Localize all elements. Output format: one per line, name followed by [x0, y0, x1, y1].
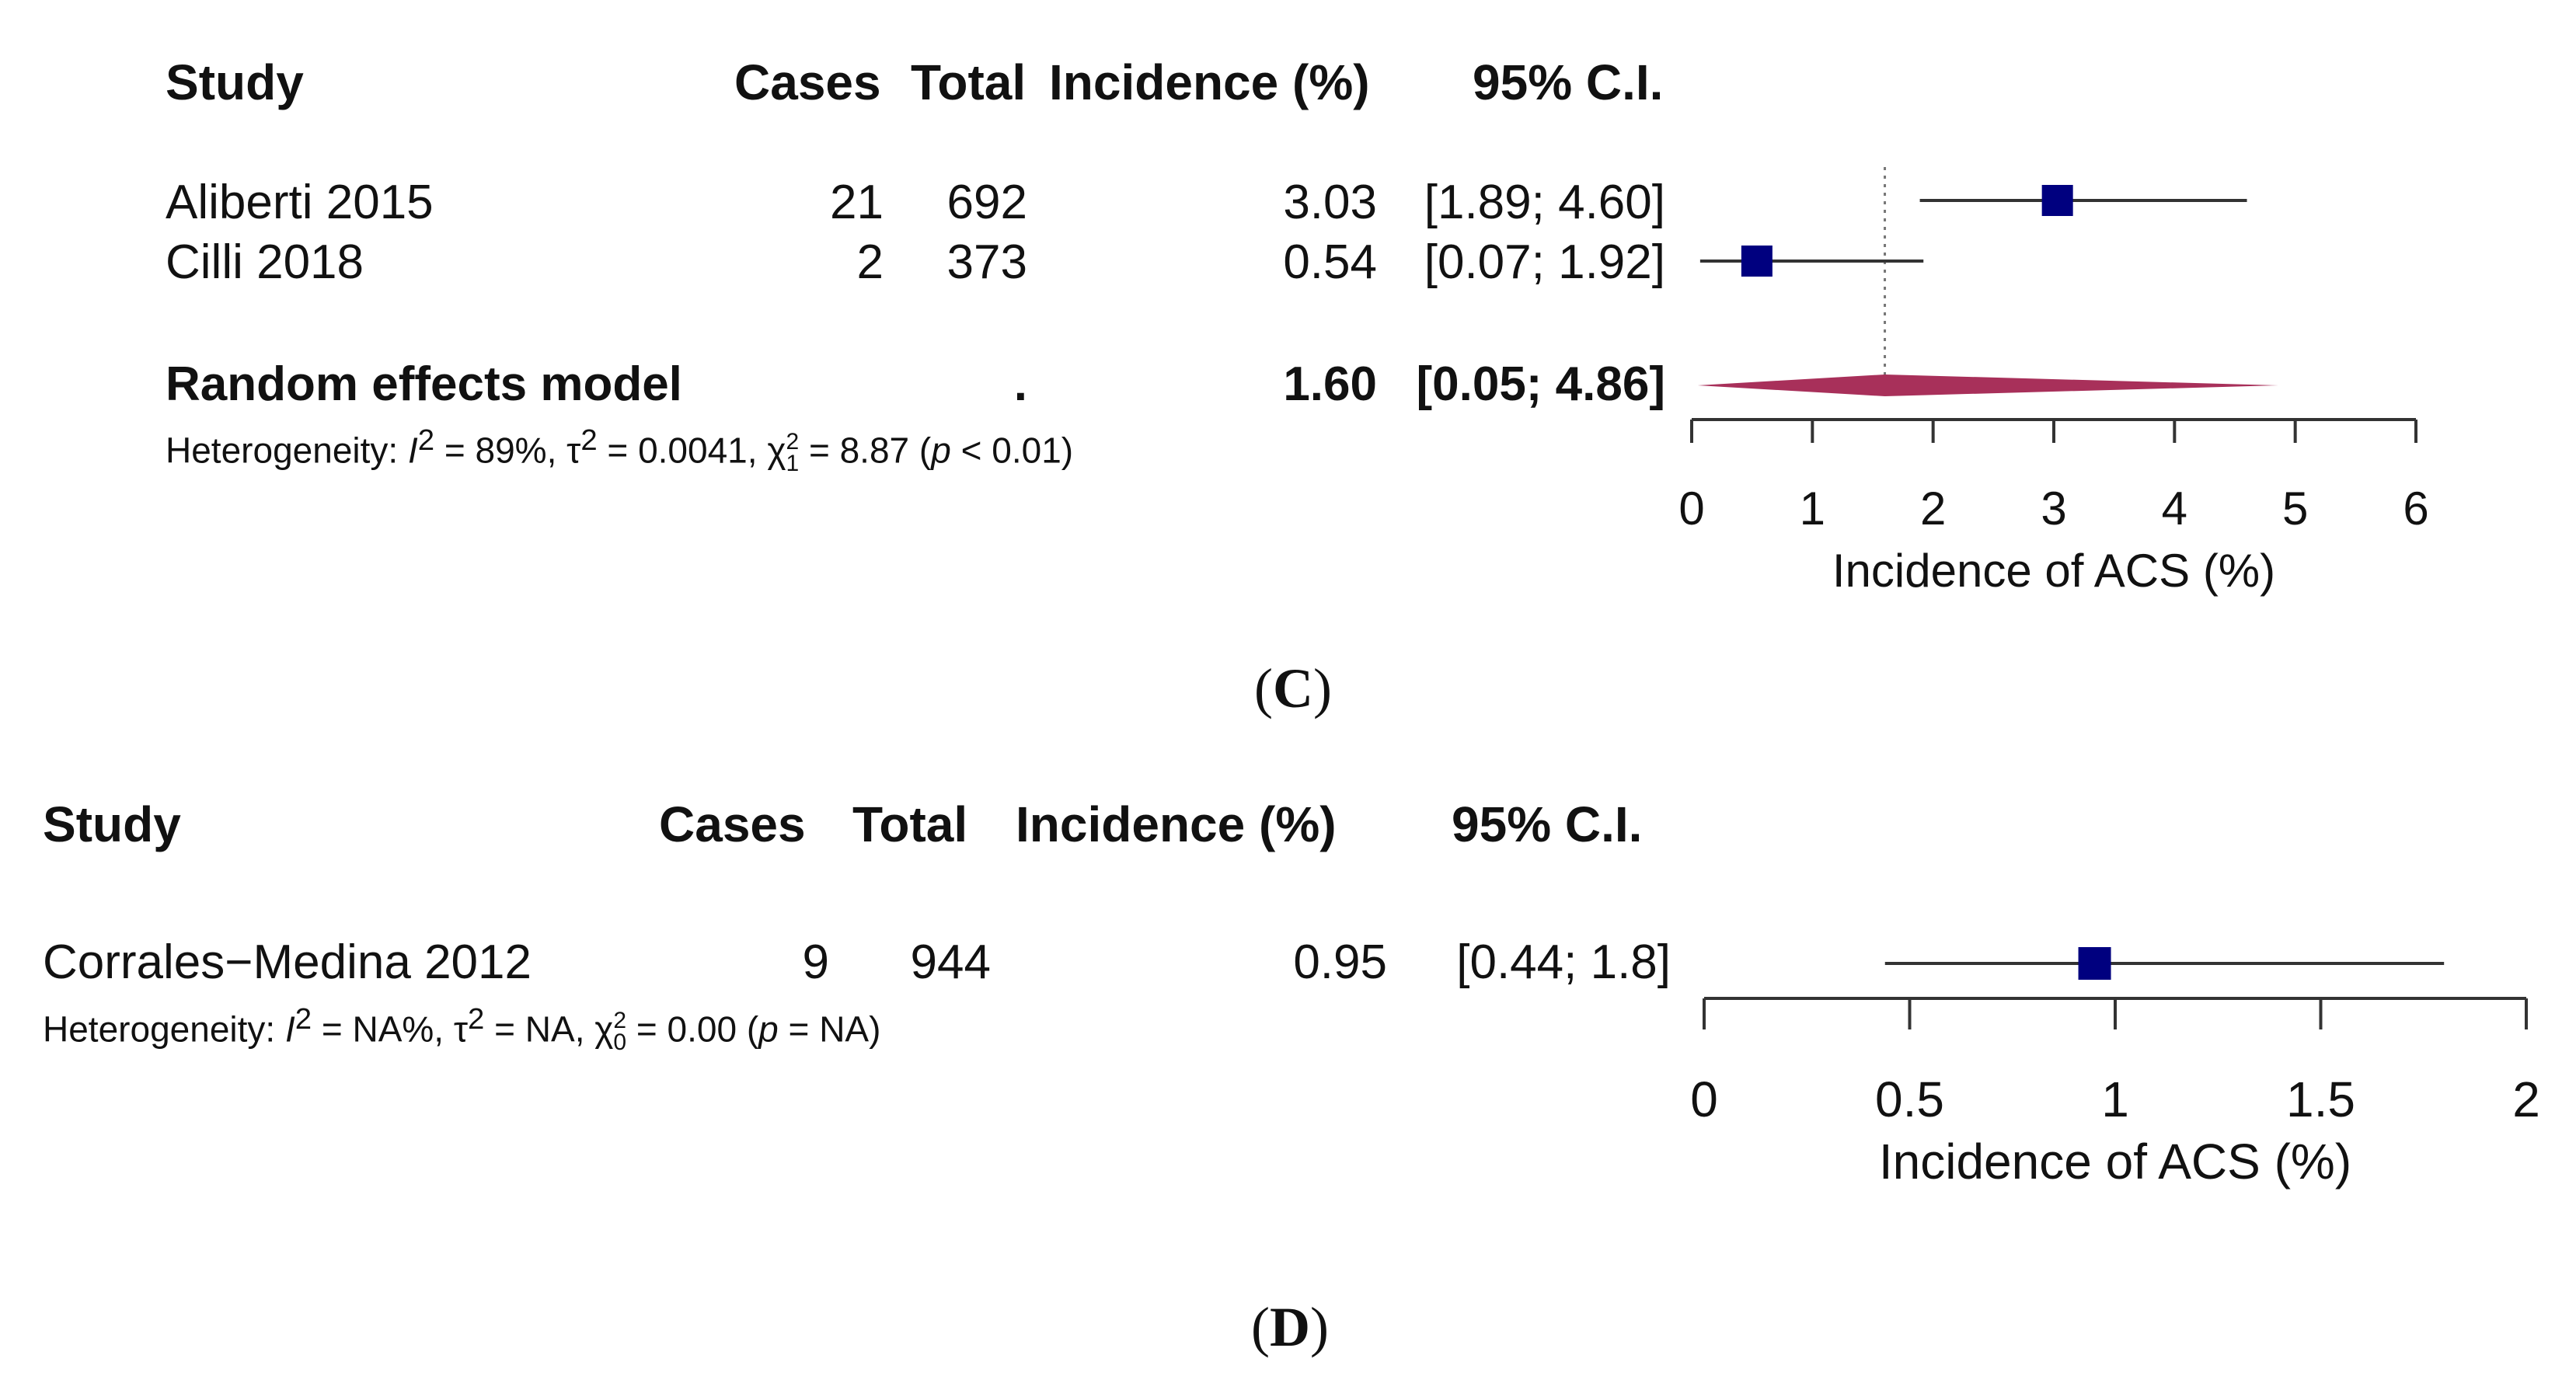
header-study: Study [166, 54, 304, 110]
study-incidence: 0.54 [1283, 235, 1377, 289]
study-ci: [0.44; 1.8] [1456, 935, 1671, 989]
pooled-total: . [1013, 357, 1027, 411]
x-tick-label: 2 [1920, 482, 1946, 535]
study-ci: [1.89; 4.60] [1424, 176, 1665, 229]
x-tick-label: 3 [2041, 482, 2066, 535]
x-axis-label: Incidence of ACS (%) [1879, 1134, 2351, 1190]
panel-label-d: (D) [1251, 1296, 1329, 1358]
header-total: Total [852, 796, 968, 852]
study-total: 692 [946, 176, 1027, 229]
study-marker [1741, 246, 1773, 277]
x-tick-label: 5 [2282, 482, 2308, 535]
x-tick-label: 0 [1678, 482, 1704, 535]
study-marker [2041, 185, 2073, 216]
study-cases: 2 [856, 235, 884, 289]
study-total: 944 [910, 935, 991, 989]
pooled-name: Random effects model [166, 357, 682, 411]
header-incidence: Incidence (%) [1049, 54, 1370, 110]
x-axis-label: Incidence of ACS (%) [1832, 545, 2275, 597]
header-total: Total [911, 54, 1027, 110]
x-tick-label: 6 [2403, 482, 2428, 535]
header-cases: Cases [734, 54, 881, 110]
study-name: Cilli 2018 [166, 235, 364, 289]
x-tick-label: 2 [2512, 1071, 2540, 1127]
forest-plot-c: Study Cases Total Incidence (%) 95% C.I.… [166, 54, 2429, 719]
header-incidence: Incidence (%) [1016, 796, 1337, 852]
x-tick-label: 0.5 [1875, 1071, 1944, 1127]
x-tick-label: 1.5 [2286, 1071, 2355, 1127]
header-study: Study [43, 796, 181, 852]
study-name: Corrales−Medina 2012 [43, 935, 532, 989]
study-incidence: 0.95 [1293, 935, 1387, 989]
header-ci: 95% C.I. [1473, 54, 1664, 110]
header-ci: 95% C.I. [1452, 796, 1643, 852]
panel-label-c: (C) [1254, 657, 1332, 719]
x-tick-label: 0 [1690, 1071, 1718, 1127]
x-tick-label: 1 [1800, 482, 1825, 535]
x-tick-label: 4 [2162, 482, 2187, 535]
pooled-incidence: 1.60 [1283, 357, 1377, 411]
forest-graphic-c: 0 1 2 3 4 5 6 Incidence of ACS (%) [1678, 167, 2429, 597]
study-name: Aliberti 2015 [166, 176, 434, 229]
study-incidence: 3.03 [1283, 176, 1377, 229]
forest-plot-d: Study Cases Total Incidence (%) 95% C.I.… [0, 746, 2576, 1376]
header-cases: Cases [659, 796, 806, 852]
forest-graphic-d: 0 0.5 1 1.5 2 Incidence of ACS (%) [1690, 947, 2540, 1190]
study-cases: 21 [830, 176, 884, 229]
pooled-ci: [0.05; 4.86] [1416, 357, 1665, 411]
x-tick-label: 1 [2101, 1071, 2129, 1127]
study-cases: 9 [802, 935, 829, 989]
study-marker [2078, 947, 2111, 980]
study-ci: [0.07; 1.92] [1424, 235, 1665, 289]
study-total: 373 [946, 235, 1027, 289]
pooled-diamond [1697, 374, 2278, 396]
